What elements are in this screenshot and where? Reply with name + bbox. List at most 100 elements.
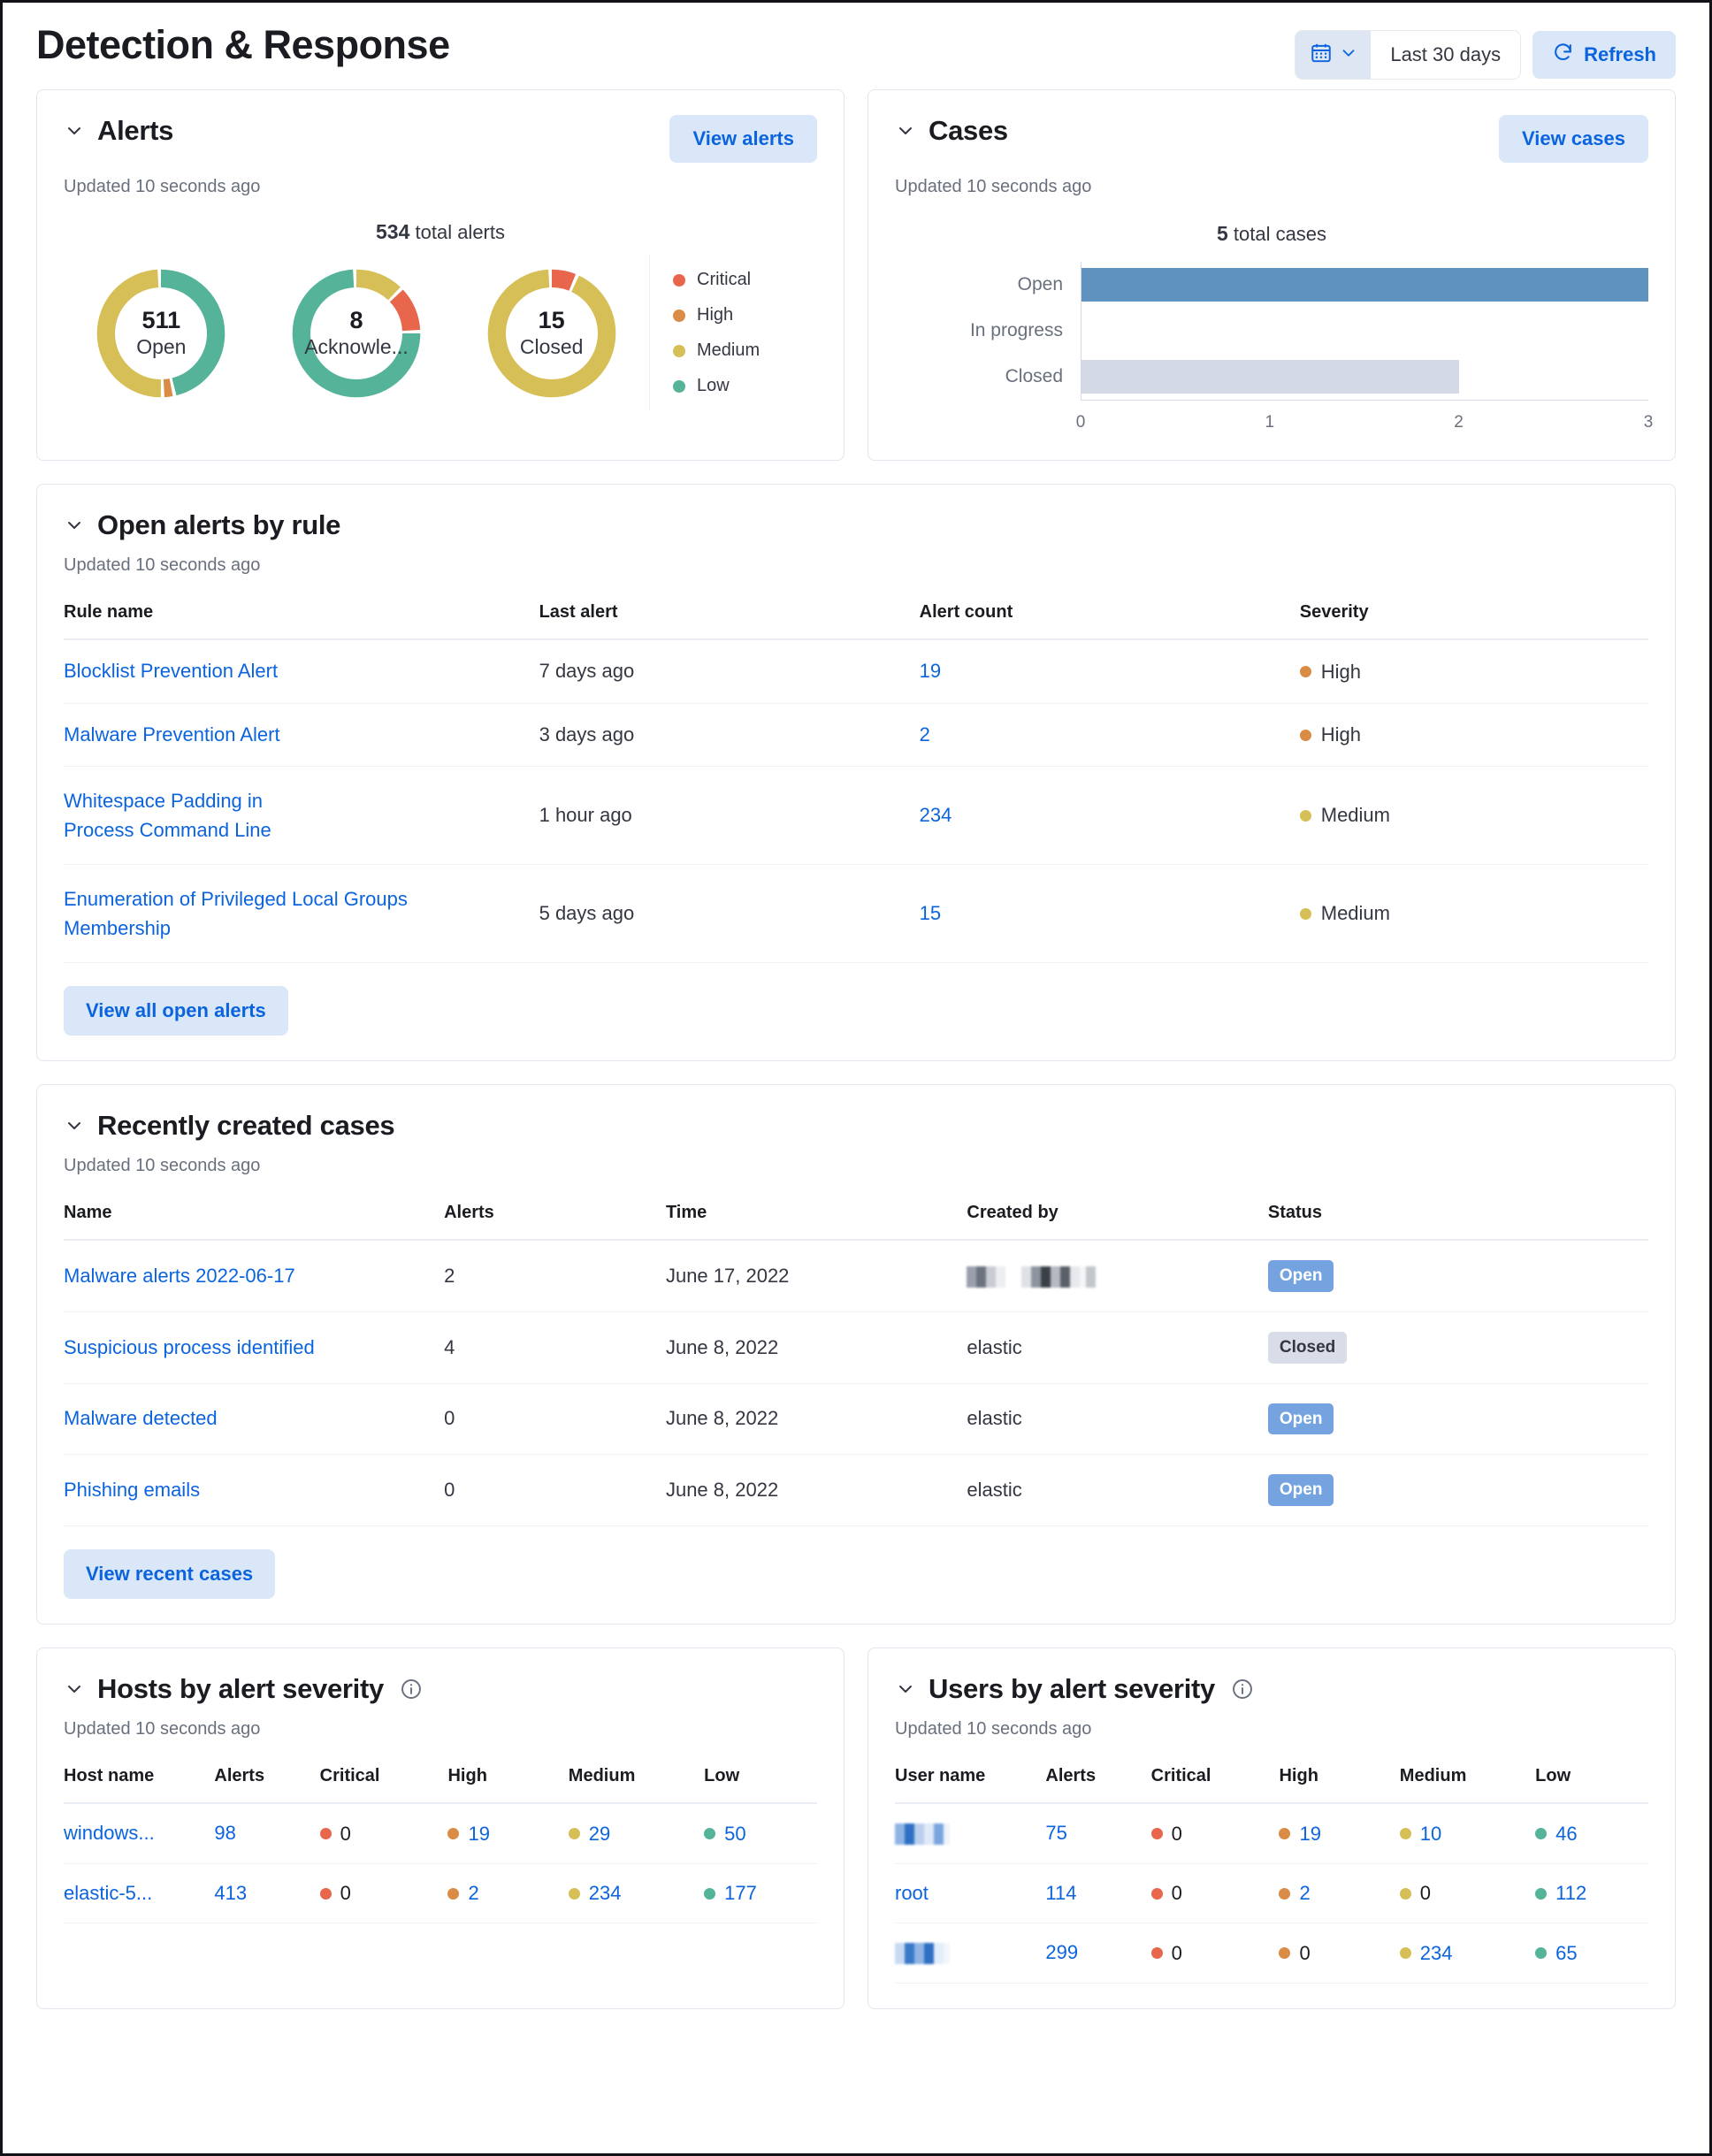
cases-panel-header: Cases View cases (895, 115, 1648, 163)
cases-total-suffix: total cases (1233, 223, 1327, 245)
col-rule-name[interactable]: Rule name (64, 602, 539, 640)
host-alerts-link[interactable]: 98 (214, 1822, 236, 1845)
donut-chart-open[interactable]: 511 Open (88, 261, 233, 406)
rule-alert-count-link[interactable]: 19 (919, 660, 942, 683)
view-recent-cases-button[interactable]: View recent cases (64, 1549, 276, 1599)
col-high[interactable]: High (1279, 1766, 1400, 1804)
host-high-value[interactable]: 2 (468, 1882, 479, 1904)
user-alerts-link[interactable]: 114 (1045, 1881, 1077, 1904)
col-critical[interactable]: Critical (1150, 1766, 1280, 1804)
user-high-value[interactable]: 2 (1299, 1882, 1311, 1904)
table-row: Blocklist Prevention Alert 7 days ago 19… (64, 639, 1648, 704)
host-medium-value[interactable]: 29 (588, 1822, 611, 1845)
rule-name-link[interactable]: Malware Prevention Alert (64, 722, 280, 745)
host-name-link[interactable]: windows... (64, 1822, 155, 1845)
case-name-link[interactable]: Suspicious process identified (64, 1335, 315, 1358)
rule-alert-count-link[interactable]: 15 (919, 902, 942, 924)
bar-row-closed[interactable]: Closed (904, 354, 1648, 400)
user-medium-value[interactable]: 10 (1419, 1822, 1442, 1845)
host-alerts-link[interactable]: 413 (214, 1881, 248, 1904)
redacted-user-name[interactable] (895, 1943, 950, 1965)
view-cases-button[interactable]: View cases (1498, 115, 1648, 163)
legend-item-high[interactable]: High (673, 305, 817, 325)
donut-chart-closed[interactable]: 15 Closed (479, 261, 624, 406)
legend-item-critical[interactable]: Critical (673, 270, 817, 290)
hosts-title-group[interactable]: Hosts by alert severity (64, 1673, 817, 1705)
alerts-total: 534 total alerts (64, 220, 817, 244)
host-low-value[interactable]: 50 (724, 1822, 746, 1845)
chevron-down-icon[interactable] (64, 120, 85, 141)
col-low[interactable]: Low (1535, 1766, 1648, 1804)
date-picker[interactable]: Last 30 days (1295, 31, 1521, 79)
refresh-button[interactable]: Refresh (1532, 31, 1676, 79)
donut-chart-acknowledged[interactable]: 8 Acknowle... (284, 261, 429, 406)
status-badge[interactable]: Open (1267, 1474, 1334, 1506)
col-low[interactable]: Low (704, 1766, 817, 1804)
date-range-value[interactable]: Last 30 days (1371, 31, 1521, 79)
col-severity[interactable]: Severity (1299, 602, 1648, 640)
host-low-value[interactable]: 177 (724, 1882, 757, 1904)
user-high-value[interactable]: 19 (1299, 1822, 1321, 1845)
host-medium-value[interactable]: 234 (588, 1882, 622, 1904)
col-critical[interactable]: Critical (319, 1766, 448, 1804)
col-alerts[interactable]: Alerts (214, 1766, 320, 1804)
status-badge[interactable]: Open (1267, 1260, 1334, 1292)
user-low-value[interactable]: 112 (1555, 1882, 1587, 1904)
user-medium-value[interactable]: 234 (1419, 1941, 1453, 1964)
bar-row-inprogress[interactable]: In progress (904, 308, 1648, 354)
date-picker-quick-menu[interactable] (1295, 31, 1372, 79)
rule-name-link[interactable]: Enumeration of Privileged Local Groups M… (64, 888, 408, 939)
status-badge[interactable]: Closed (1267, 1331, 1348, 1364)
host-high-value[interactable]: 19 (468, 1822, 490, 1845)
bar-row-open[interactable]: Open (904, 262, 1648, 308)
cases-title-group[interactable]: Cases (895, 115, 1008, 147)
col-time[interactable]: Time (665, 1203, 967, 1241)
col-alerts[interactable]: Alerts (1045, 1766, 1151, 1804)
user-alerts-link[interactable]: 75 (1045, 1822, 1067, 1845)
col-alert-count[interactable]: Alert count (919, 602, 1300, 640)
col-created-by[interactable]: Created by (967, 1203, 1268, 1241)
legend-item-low[interactable]: Low (673, 376, 817, 396)
case-name-link[interactable]: Phishing emails (64, 1479, 201, 1502)
case-name-link[interactable]: Malware alerts 2022-06-17 (64, 1264, 295, 1287)
alerts-title-group[interactable]: Alerts (64, 115, 173, 147)
bar-track-closed (1081, 354, 1648, 400)
user-low-value[interactable]: 46 (1555, 1822, 1578, 1845)
rule-alert-count-link[interactable]: 2 (919, 722, 930, 745)
case-name-link[interactable]: Malware detected (64, 1407, 218, 1430)
host-name-link[interactable]: elastic-5... (64, 1881, 153, 1904)
chevron-down-icon[interactable] (895, 120, 916, 141)
chevron-down-icon[interactable] (64, 515, 85, 536)
col-medium[interactable]: Medium (568, 1766, 705, 1804)
legend-item-medium[interactable]: Medium (673, 340, 817, 361)
view-alerts-button[interactable]: View alerts (669, 115, 817, 163)
chevron-down-icon[interactable] (895, 1678, 916, 1700)
col-high[interactable]: High (447, 1766, 569, 1804)
view-all-open-alerts-button[interactable]: View all open alerts (64, 986, 288, 1036)
users-title-group[interactable]: Users by alert severity (895, 1673, 1648, 1705)
rule-name-link[interactable]: Blocklist Prevention Alert (64, 660, 279, 683)
open-alerts-title-group[interactable]: Open alerts by rule (64, 509, 1648, 541)
col-status[interactable]: Status (1267, 1203, 1648, 1241)
host-critical-value: 0 (340, 1882, 351, 1904)
col-user-name[interactable]: User name (895, 1766, 1046, 1804)
col-host-name[interactable]: Host name (64, 1766, 215, 1804)
user-name-link[interactable]: root (895, 1881, 929, 1904)
status-badge[interactable]: Open (1267, 1403, 1334, 1435)
user-alerts-link[interactable]: 299 (1045, 1941, 1079, 1964)
redacted-user-name[interactable] (895, 1823, 950, 1846)
chevron-down-icon[interactable] (64, 1678, 85, 1700)
col-name[interactable]: Name (64, 1203, 445, 1241)
info-icon[interactable] (1231, 1678, 1254, 1701)
chevron-down-icon[interactable] (64, 1115, 85, 1136)
col-last-alert[interactable]: Last alert (539, 602, 920, 640)
user-low-value[interactable]: 65 (1555, 1941, 1578, 1964)
col-medium[interactable]: Medium (1399, 1766, 1536, 1804)
rule-name-link[interactable]: Whitespace Padding in Process Command Li… (64, 790, 271, 841)
donut-closed-wrap: 15 Closed (454, 261, 649, 406)
donut-open-label: Open (136, 334, 187, 358)
rule-alert-count-link[interactable]: 234 (919, 804, 952, 826)
info-icon[interactable] (400, 1678, 423, 1701)
recent-cases-title-group[interactable]: Recently created cases (64, 1110, 1648, 1142)
col-alerts[interactable]: Alerts (444, 1203, 666, 1241)
